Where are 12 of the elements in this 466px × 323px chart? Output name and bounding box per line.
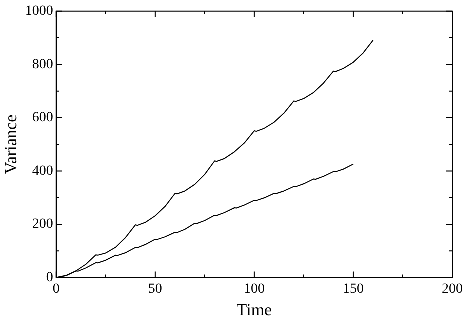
x-tick-label: 200 [442,282,463,297]
x-tick-label: 50 [148,282,162,297]
y-tick-label: 400 [32,164,54,179]
y-tick-label: 600 [32,110,54,126]
x-axis-title: Time [236,300,272,320]
y-tick-label: 200 [32,217,54,232]
y-tick-label: 800 [32,57,54,72]
y-tick-label: 1000 [25,4,54,20]
y-axis-title: Variance [2,114,21,174]
x-tick-label: 100 [244,282,265,297]
y-tick-label: 0 [46,270,54,286]
x-tick-label: 150 [342,282,364,297]
